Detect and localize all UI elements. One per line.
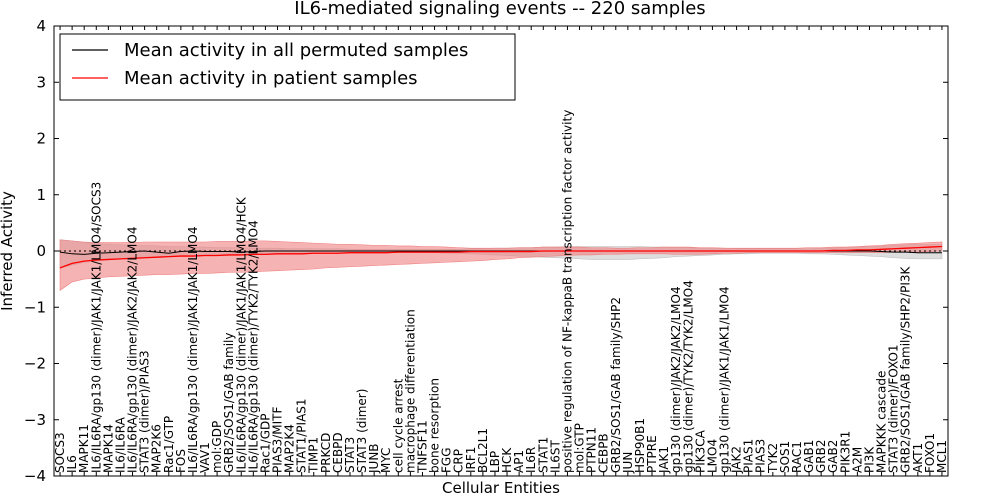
x-tick-label: GAB2 <box>826 440 840 473</box>
x-tick-label: MAP2K6 <box>150 424 164 473</box>
x-tick-label: gp130 (dimer)/JAK2/JAK2/LMO4 <box>669 286 683 473</box>
y-tick-label: 2 <box>36 130 46 148</box>
y-axis: −4 −3 −2 −1 0 1 2 3 4 <box>24 17 948 485</box>
x-tick-label: FOS <box>174 449 188 473</box>
x-tick-label: STAT1/PIAS1 <box>295 398 309 473</box>
x-tick-label: A2M <box>850 447 864 473</box>
x-tick-label: Rac1/GTP <box>162 416 176 473</box>
x-tick-label: VAV1 <box>198 442 212 473</box>
x-tick-label: CEBPB <box>597 433 611 473</box>
x-tick-label: GRB2/SOS1/GAB family/SHP2/PI3K <box>899 265 913 473</box>
x-tick-label: IL6/IL6RA/gp130 (dimer)/JAK1/JAK1/LMO4/H… <box>234 196 248 473</box>
x-tick-label: LMO4 <box>705 439 719 473</box>
x-tick-label: JUNB <box>367 443 381 474</box>
x-tick-label: gp130 (dimer)/TYK2/TYK2/LMO4 <box>681 280 695 473</box>
x-tick-label: STAT3 <box>343 437 357 473</box>
y-tick-label: −1 <box>24 298 46 316</box>
y-tick-label: 0 <box>36 242 46 260</box>
x-tick-label: IL6ST <box>548 440 562 473</box>
x-tick-label: GRB2/SOS1/GAB family/SHP2 <box>609 297 623 473</box>
x-tick-label: GAB1 <box>802 440 816 473</box>
x-tick-label: GRB2/SOS1/GAB family <box>222 333 236 474</box>
x-tick-label: PTPRE <box>645 435 659 473</box>
x-axis-title: Cellular Entities <box>442 479 560 497</box>
x-tick-label: JAK1 <box>657 446 671 474</box>
x-tick-label: JAK2 <box>730 446 744 474</box>
x-tick-label: AP1 <box>512 450 526 473</box>
chart-title: IL6-mediated signaling events -- 220 sam… <box>294 0 705 19</box>
x-tick-label: STAT3 (dimer) <box>355 389 369 473</box>
x-tick-label: MAPKKK cascade <box>875 371 889 473</box>
y-tick-label: 3 <box>36 73 46 91</box>
x-tick-label: IL6R <box>524 447 538 473</box>
x-tick-label: MAPK11 <box>77 424 91 473</box>
x-tick-label: MCL1 <box>935 440 949 473</box>
x-tick-label: PI3K <box>862 446 876 473</box>
x-tick-label: IRF1 <box>464 447 478 473</box>
x-tick-label: CRP <box>452 449 466 473</box>
series-line-patient <box>59 245 942 269</box>
legend: Mean activity in all permuted samples Me… <box>59 33 516 101</box>
x-tick-label: TYK2 <box>766 443 780 474</box>
x-tick-label: Rac1/GDP <box>258 414 272 473</box>
x-tick-label: IL6/IL6RA/gp130 (dimer)/JAK1/JAK1/LMO4 <box>186 227 200 473</box>
x-tick-label: macrophage differentiation <box>403 309 417 473</box>
x-tick-label: mol:GTP <box>573 423 587 473</box>
x-tick-label: FGG <box>440 448 454 474</box>
x-tick-label: PIAS3 <box>754 439 768 473</box>
x-tick-label: IL6 <box>65 455 79 473</box>
x-tick-label: bone resorption <box>428 378 442 473</box>
y-tick-label: 1 <box>36 186 46 204</box>
x-tick-label: TNFSF11 <box>415 420 429 474</box>
y-tick-label: −2 <box>24 355 46 373</box>
x-tick-label: SOS1 <box>778 441 792 473</box>
band-patient <box>59 239 943 291</box>
x-tick-label: BCL2L1 <box>476 428 490 473</box>
y-tick-label: 4 <box>36 17 46 35</box>
x-tick-label: PIK3R1 <box>838 431 852 473</box>
x-tick-label: positive regulation of NF-kappaB transcr… <box>560 110 574 473</box>
x-tick-label: cell cycle arrest <box>391 378 405 473</box>
x-tick-label: CEBPD <box>331 432 345 473</box>
x-tick-label: TIMP1 <box>307 437 321 474</box>
x-tick-label: gp130 (dimer)/JAK1/JAK1/LMO4 <box>718 286 732 473</box>
x-tick-label: MAPK14 <box>101 424 115 473</box>
x-tick-label: AKT1 <box>911 443 925 473</box>
x-tick-label: HCK <box>500 447 514 473</box>
y-tick-label: −3 <box>24 411 46 429</box>
x-tick-label: GRB2 <box>814 439 828 473</box>
x-tick-label: PIK3CA <box>693 429 707 473</box>
legend-box <box>59 33 516 101</box>
x-tick-label: PTPN11 <box>585 427 599 473</box>
x-tick-label: STAT3 (dimer)/PIAS3 <box>138 350 152 473</box>
x-tick-label: LBP <box>488 451 502 473</box>
x-tick-label: MYC <box>379 448 393 473</box>
x-tick-label: JUN <box>621 452 635 474</box>
legend-label-permuted: Mean activity in all permuted samples <box>124 40 468 61</box>
legend-label-patient: Mean activity in patient samples <box>124 68 418 89</box>
x-tick-label: STAT1 <box>536 437 550 473</box>
x-tick-label: SOCS3 <box>53 432 67 473</box>
y-tick-label: −4 <box>24 467 46 485</box>
x-tick-label: PRKCD <box>319 433 333 473</box>
x-tick-label: RAC1 <box>790 441 804 473</box>
x-tick-label: PIAS1 <box>742 439 756 473</box>
x-tick-label: IL6/IL6RA/gp130 (dimer)/JAK2/JAK2/LMO4 <box>126 227 140 473</box>
x-tick-label: HSP90B1 <box>633 418 647 473</box>
x-tick-label: FOXO1 <box>923 433 937 473</box>
x-tick-label: IL6/IL6RA/gp130 (dimer)/TYK2/TYK2/LMO4 <box>246 220 260 473</box>
y-axis-title: Inferred Activity <box>0 191 16 311</box>
x-tick-label: IL6/IL6RA <box>113 416 127 473</box>
x-tick-label: STAT3 (dimer)/FOXO1 <box>887 344 901 473</box>
x-tick-label: IL6/IL6RA/gp130 (dimer)/JAK1/JAK1/LMO4/S… <box>89 182 103 473</box>
x-tick-label: MAP2K4 <box>283 424 297 473</box>
x-tick-label: mol:GDP <box>210 421 224 473</box>
x-tick-label: PIAS3/MITF <box>271 406 285 473</box>
series-lines <box>59 245 942 269</box>
